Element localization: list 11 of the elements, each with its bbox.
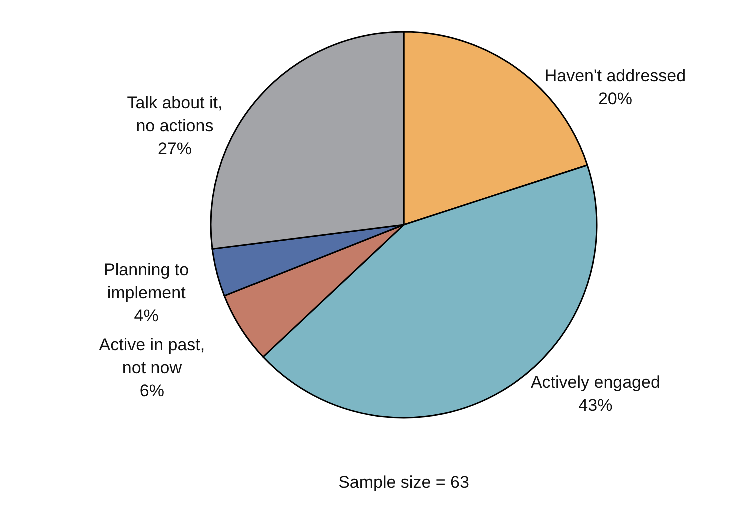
text: Sample size = 63	[338, 473, 470, 492]
slice-label: Actively engaged	[530, 372, 660, 392]
slice-label: Talk about it, no actions	[127, 94, 223, 136]
slice-label: Haven't addressed	[544, 66, 686, 86]
data-label: 27%	[158, 140, 192, 159]
data-label: 43%	[578, 396, 613, 415]
slice-label: Planning to implement	[104, 260, 190, 303]
data-label: 4%	[134, 306, 159, 326]
data-label: 6%	[140, 382, 164, 401]
data-label: 20%	[598, 90, 632, 109]
slice-label: Active in past, not now	[99, 336, 206, 378]
